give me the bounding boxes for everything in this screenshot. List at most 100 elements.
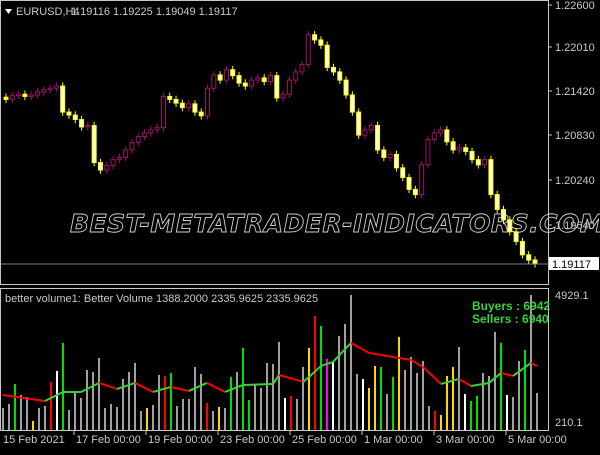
candle xyxy=(450,138,456,154)
candle xyxy=(463,144,469,156)
candle xyxy=(255,74,261,84)
candle xyxy=(66,108,72,119)
ma-segment xyxy=(500,371,514,377)
candle-body xyxy=(393,153,399,169)
candle-body xyxy=(268,75,273,83)
candle-body xyxy=(129,142,135,151)
candle-body xyxy=(286,79,292,95)
candle xyxy=(526,251,532,264)
candle xyxy=(160,92,166,132)
candle xyxy=(123,146,129,162)
ma-segment xyxy=(458,378,472,387)
price-chart-frame[interactable] xyxy=(0,0,549,285)
candle xyxy=(110,155,116,170)
candle xyxy=(135,132,141,147)
price-tick: 1.20830 xyxy=(555,130,595,142)
candle-body xyxy=(330,66,336,73)
candle-body xyxy=(217,74,223,81)
candle-body xyxy=(469,150,475,161)
candle-body xyxy=(375,124,381,151)
candles-group xyxy=(3,31,538,268)
candle-body xyxy=(34,91,40,96)
candle xyxy=(148,126,154,137)
candle xyxy=(330,63,336,76)
candle xyxy=(34,88,40,99)
candle-body xyxy=(274,75,280,99)
candle-body xyxy=(475,159,481,166)
moving-average-line xyxy=(2,342,538,402)
ma-segment xyxy=(134,382,154,393)
candle-body xyxy=(312,34,318,41)
candle xyxy=(318,36,324,49)
price-tick: 1.21420 xyxy=(555,86,595,98)
time-label: 17 Feb 00:00 xyxy=(76,434,141,446)
candle-body xyxy=(85,124,91,128)
candle-body xyxy=(349,94,355,113)
candle xyxy=(425,135,431,169)
candle xyxy=(356,108,362,139)
candle-body xyxy=(123,149,129,158)
candle-body xyxy=(368,124,374,131)
candle xyxy=(274,71,280,102)
candle xyxy=(406,173,412,194)
candle xyxy=(72,111,78,124)
candle xyxy=(431,129,437,144)
ma-segment xyxy=(224,384,244,393)
candle xyxy=(513,228,519,246)
candle xyxy=(412,185,418,199)
candle-body xyxy=(501,208,507,221)
candle xyxy=(242,79,248,90)
ma-segment xyxy=(2,393,46,402)
candle-body xyxy=(337,71,343,81)
volume-pane-frame[interactable] xyxy=(0,288,549,431)
candle xyxy=(22,90,28,101)
ma-segment xyxy=(470,381,490,387)
volume-axis[interactable]: 4929.1 210.1 xyxy=(555,290,589,429)
watermark: BEST-METATRADER-INDICATORS.COM xyxy=(70,209,600,238)
candle xyxy=(167,92,173,104)
candle-body xyxy=(148,129,154,134)
candle-body xyxy=(3,96,9,100)
volume-tick: 4929.1 xyxy=(555,290,589,302)
candle xyxy=(312,31,318,44)
ma-segment xyxy=(512,362,532,377)
candle-body xyxy=(167,95,173,100)
candle xyxy=(142,129,148,141)
indicator-header: better volume1: Better Volume 1388.2000 … xyxy=(5,293,318,305)
candle xyxy=(91,121,97,167)
time-label: 1 Mar 00:00 xyxy=(364,434,423,446)
candle-body xyxy=(482,159,488,166)
candle xyxy=(324,41,330,72)
current-price-label-box xyxy=(549,257,599,270)
candle-body xyxy=(299,63,305,73)
volume-tick: 210.1 xyxy=(555,417,583,429)
candle-body xyxy=(97,162,103,171)
candle xyxy=(375,121,381,154)
price-tick: 1.22010 xyxy=(555,42,595,54)
candle-body xyxy=(154,127,160,131)
candle xyxy=(16,90,22,100)
candle xyxy=(116,153,122,164)
dropdown-triangle-icon[interactable] xyxy=(5,9,12,14)
candle-body xyxy=(362,129,368,136)
candle xyxy=(179,99,185,112)
ma-segment xyxy=(302,376,310,383)
candle-body xyxy=(47,87,53,91)
candle xyxy=(97,158,103,174)
price-axis[interactable]: 1.22600 1.22010 1.21420 1.20830 1.20240 … xyxy=(548,0,595,232)
candle xyxy=(230,65,236,80)
candle xyxy=(343,76,349,99)
ohlc-values: 1.19116 1.19225 1.19049 1.19117 xyxy=(71,6,238,18)
sellers-label: Sellers : 6940 xyxy=(472,312,549,326)
ma-segment xyxy=(98,382,118,390)
candle xyxy=(475,155,481,169)
candle-body xyxy=(412,188,418,196)
candle xyxy=(494,190,500,214)
candle-body xyxy=(343,79,349,96)
time-axis[interactable]: 15 Feb 2021 17 Feb 00:00 19 Feb 00:00 23… xyxy=(3,431,567,446)
candle-body xyxy=(242,82,248,87)
candle xyxy=(381,146,387,162)
ma-segment xyxy=(440,377,460,385)
candle-body xyxy=(60,85,66,113)
